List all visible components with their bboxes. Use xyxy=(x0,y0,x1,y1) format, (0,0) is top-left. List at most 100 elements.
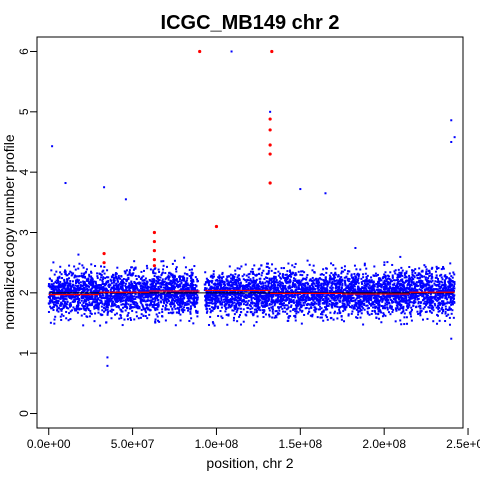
data-point xyxy=(112,300,115,303)
data-point xyxy=(413,287,416,290)
data-point xyxy=(180,298,183,301)
data-point xyxy=(423,306,426,309)
data-point xyxy=(224,298,227,301)
data-point xyxy=(388,275,391,278)
data-point xyxy=(189,305,192,308)
data-point xyxy=(148,295,151,298)
data-point xyxy=(73,295,76,298)
data-point xyxy=(129,294,132,297)
data-point xyxy=(125,286,128,289)
data-point xyxy=(336,296,339,299)
data-point xyxy=(67,284,70,287)
data-point xyxy=(294,278,297,281)
data-point xyxy=(425,284,428,287)
data-point xyxy=(370,299,373,302)
data-point xyxy=(317,289,320,292)
data-point xyxy=(403,316,406,319)
data-point xyxy=(428,306,431,309)
data-point xyxy=(195,284,198,287)
data-point xyxy=(359,301,362,304)
data-point xyxy=(82,288,85,291)
data-point xyxy=(97,308,100,311)
data-point xyxy=(355,301,358,304)
data-point xyxy=(366,280,369,283)
data-point xyxy=(327,294,330,297)
data-point xyxy=(126,274,129,277)
data-point xyxy=(386,303,389,306)
data-point xyxy=(279,276,282,279)
data-point xyxy=(50,283,53,286)
data-point xyxy=(129,274,132,277)
data-point xyxy=(395,279,398,282)
data-point xyxy=(255,311,258,314)
data-point xyxy=(228,275,231,278)
data-point xyxy=(268,303,271,306)
data-point xyxy=(212,307,215,310)
data-point xyxy=(191,282,194,285)
data-point xyxy=(393,286,396,289)
data-point xyxy=(351,287,354,290)
data-point xyxy=(106,296,109,299)
data-point xyxy=(72,272,75,275)
data-point xyxy=(233,304,236,307)
data-point xyxy=(429,280,432,283)
data-point xyxy=(280,267,283,270)
data-point xyxy=(384,302,387,305)
data-point xyxy=(284,294,287,297)
data-point xyxy=(160,274,163,277)
data-point xyxy=(189,301,192,304)
data-point xyxy=(272,287,275,290)
data-point xyxy=(119,300,122,303)
data-point xyxy=(51,295,54,298)
data-point xyxy=(407,302,410,305)
data-point xyxy=(183,306,186,309)
data-point xyxy=(337,286,340,289)
data-point xyxy=(85,279,88,282)
data-point xyxy=(69,270,72,273)
data-point xyxy=(427,287,430,290)
data-point xyxy=(373,285,376,288)
data-point xyxy=(417,272,420,275)
data-point xyxy=(63,300,66,303)
data-point xyxy=(435,274,438,277)
data-point xyxy=(65,310,68,313)
data-point xyxy=(175,285,178,288)
data-point xyxy=(372,286,375,289)
data-point xyxy=(298,307,301,310)
data-point xyxy=(102,306,105,309)
data-point xyxy=(392,279,395,282)
data-point xyxy=(82,274,85,277)
data-point xyxy=(390,307,393,310)
data-point xyxy=(352,276,355,279)
data-point xyxy=(151,282,154,285)
data-point xyxy=(212,306,215,309)
data-point xyxy=(250,305,253,308)
data-point xyxy=(354,298,357,301)
data-point xyxy=(175,279,178,282)
data-point xyxy=(53,288,56,291)
data-point xyxy=(395,308,398,311)
data-point xyxy=(391,263,394,266)
data-point xyxy=(194,284,197,287)
data-point xyxy=(301,309,304,312)
data-point xyxy=(377,313,380,316)
data-point xyxy=(419,294,422,297)
data-point xyxy=(450,275,453,278)
data-point xyxy=(294,283,297,286)
data-point xyxy=(440,289,443,292)
data-point xyxy=(75,275,78,278)
data-point xyxy=(96,272,99,275)
data-point xyxy=(283,299,286,302)
data-point xyxy=(440,276,443,279)
data-point xyxy=(396,276,399,279)
data-point xyxy=(333,312,336,315)
data-point xyxy=(57,286,60,289)
data-point xyxy=(331,281,334,284)
data-point xyxy=(227,293,230,296)
data-point xyxy=(236,285,239,288)
data-point xyxy=(418,292,421,295)
data-point xyxy=(285,279,288,282)
data-point xyxy=(178,277,181,280)
data-point xyxy=(62,299,65,302)
data-point xyxy=(430,296,433,299)
